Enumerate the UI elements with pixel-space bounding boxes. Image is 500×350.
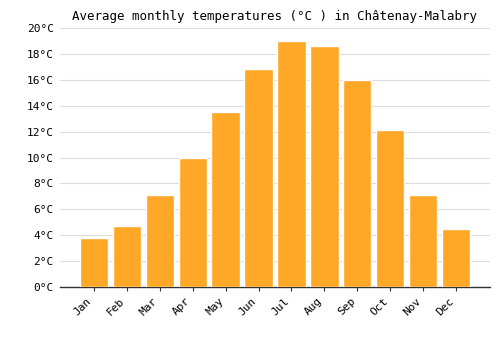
Bar bbox=[244, 69, 272, 287]
Bar bbox=[80, 238, 108, 287]
Bar bbox=[212, 112, 240, 287]
Title: Average monthly temperatures (°C ) in Châtenay-Malabry: Average monthly temperatures (°C ) in Ch… bbox=[72, 10, 477, 23]
Bar bbox=[376, 130, 404, 287]
Bar bbox=[178, 158, 206, 287]
Bar bbox=[112, 226, 140, 287]
Bar bbox=[278, 41, 305, 287]
Bar bbox=[146, 195, 174, 287]
Bar bbox=[310, 46, 338, 287]
Bar bbox=[442, 229, 470, 287]
Bar bbox=[344, 80, 371, 287]
Bar bbox=[410, 195, 438, 287]
